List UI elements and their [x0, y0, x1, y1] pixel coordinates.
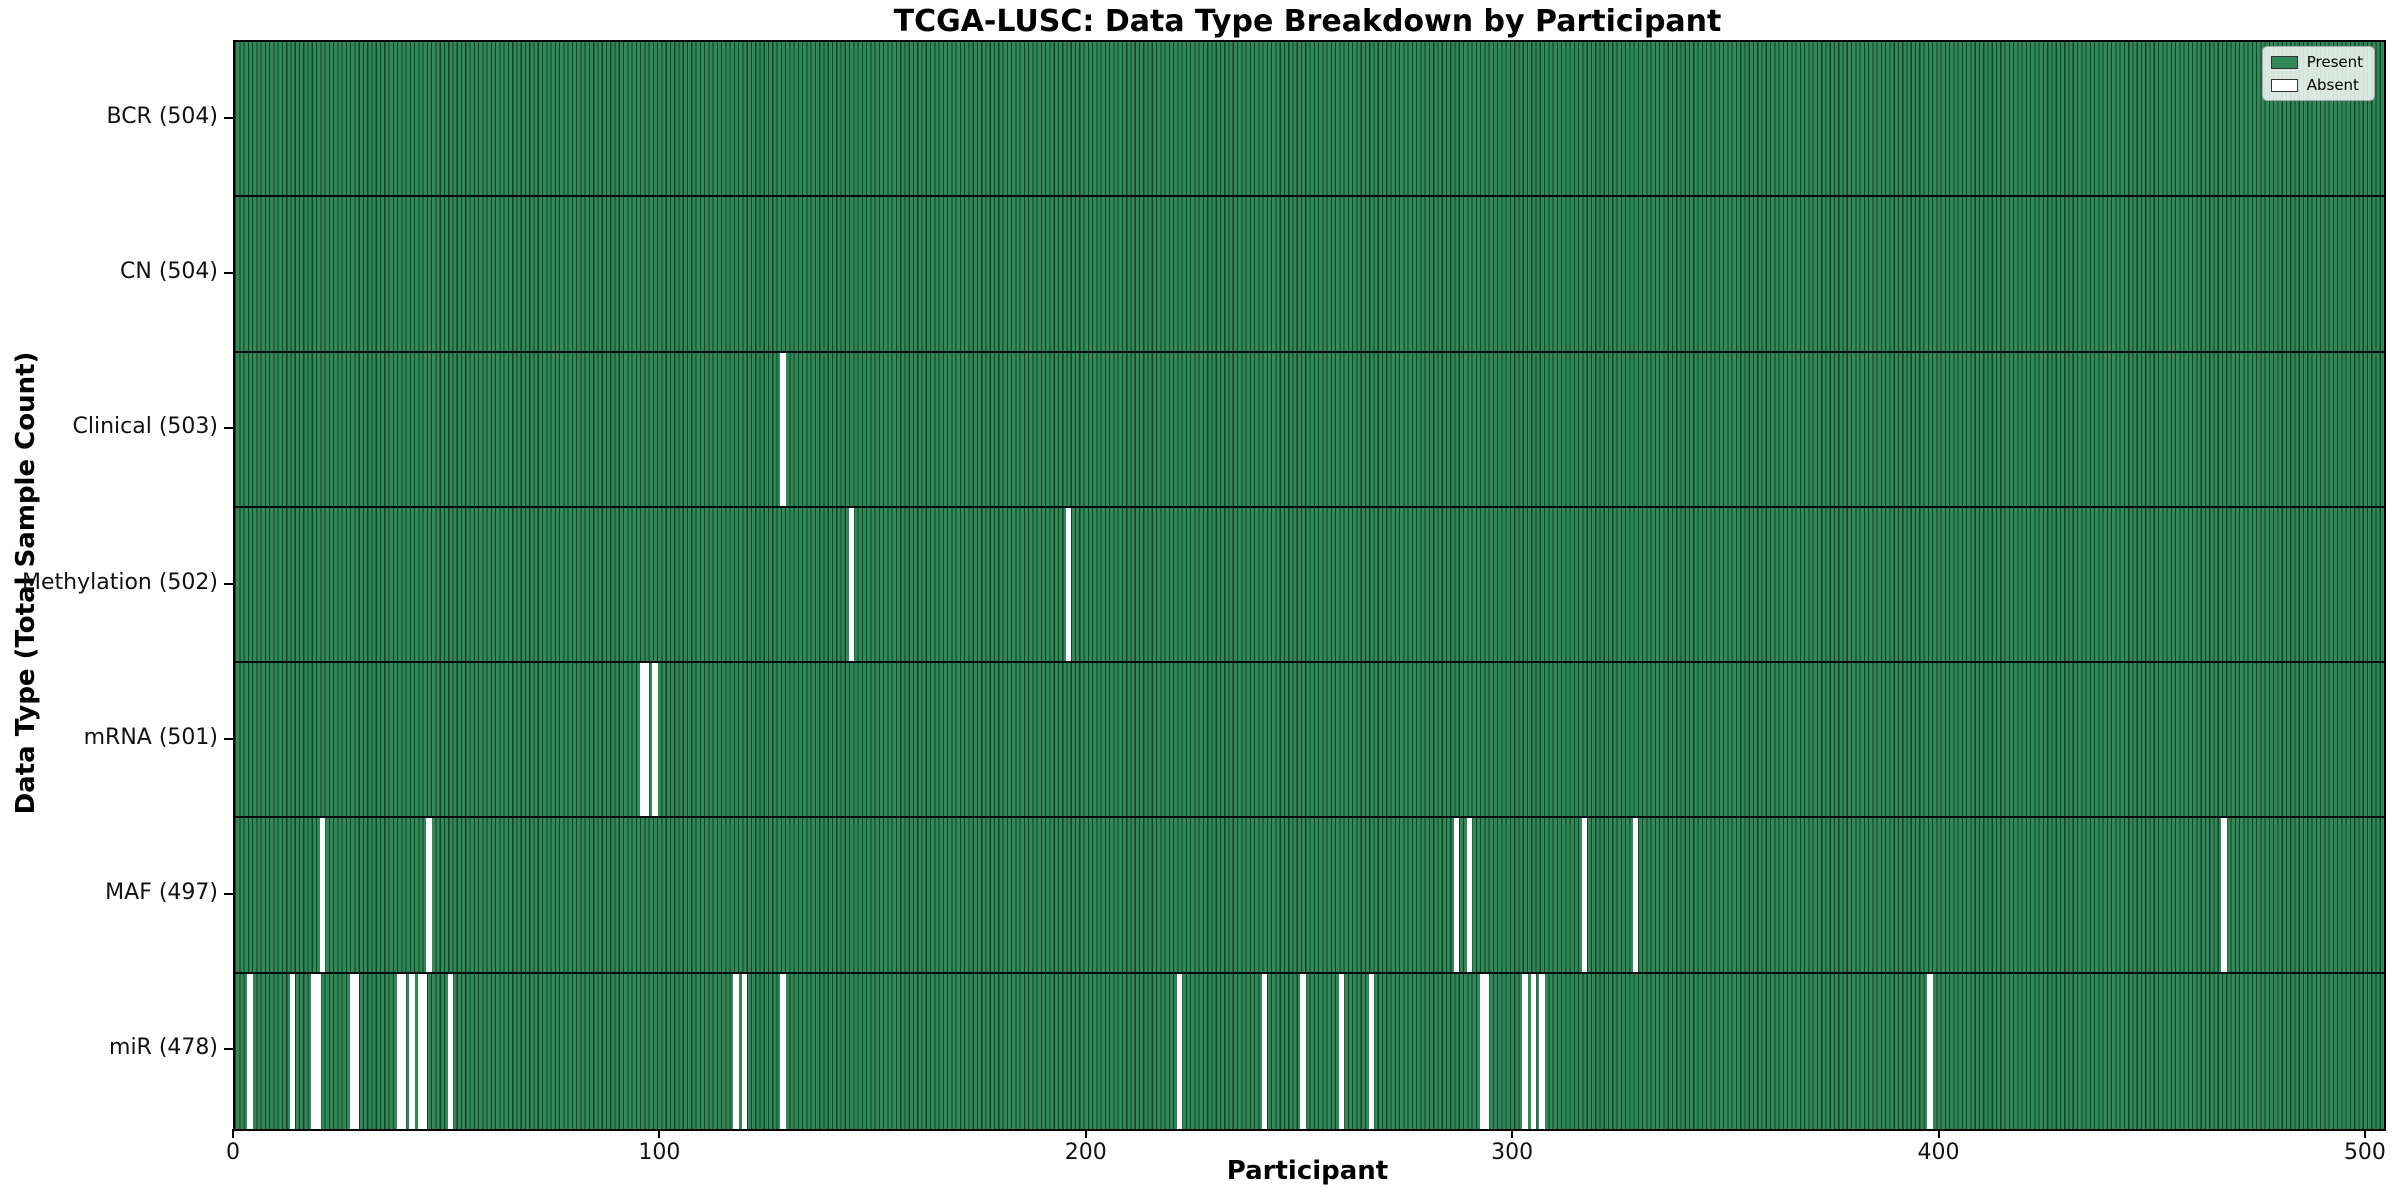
x-tick-label: 300: [1491, 1140, 1534, 1165]
absent-gap: [1466, 818, 1473, 974]
absent-gap: [289, 973, 296, 1129]
y-tick-label-CN: CN (504): [120, 258, 218, 284]
x-tick: [2363, 1129, 2366, 1138]
legend-item-absent: Absent: [2270, 76, 2363, 94]
x-tick-label: 0: [226, 1140, 240, 1165]
absent-gap: [1483, 973, 1490, 1129]
y-tick-label-mRNA: mRNA (501): [83, 724, 218, 750]
absent-gap: [1176, 973, 1183, 1129]
absent-gap: [1927, 973, 1933, 1129]
absent-gap: [349, 973, 355, 1129]
absent-gap: [1338, 973, 1345, 1129]
absent-gap: [1633, 818, 1639, 974]
x-tick-label: 100: [638, 1140, 681, 1165]
absent-gap: [1581, 818, 1588, 974]
absent-gap: [426, 818, 432, 974]
data-row-CN: [235, 197, 2384, 353]
absent-gap: [1539, 973, 1545, 1129]
absent-gap: [417, 973, 424, 1129]
y-tick: [224, 582, 233, 585]
legend-label-absent: Absent: [2306, 76, 2359, 94]
present-swatch-icon: [2270, 55, 2298, 69]
absent-gap: [447, 973, 454, 1129]
y-tick: [224, 271, 233, 274]
absent-gap: [247, 973, 253, 1129]
row-separator: [235, 971, 2384, 974]
absent-gap: [422, 973, 428, 1129]
y-tick-label-miR: miR (478): [109, 1035, 218, 1061]
row-separator: [235, 816, 2384, 819]
data-row-Clinical: [235, 352, 2384, 508]
data-row-mRNA: [235, 663, 2384, 819]
plot-area: [233, 40, 2386, 1131]
y-tick: [224, 116, 233, 119]
absent-gap: [409, 973, 415, 1129]
absent-gap: [733, 973, 739, 1129]
absent-gap: [1300, 973, 1306, 1129]
absent-gap: [1453, 818, 1460, 974]
absent-gap: [311, 973, 317, 1129]
absent-gap: [639, 663, 645, 819]
absent-gap: [319, 818, 326, 974]
y-tick-label-Methylation: Methylation (502): [22, 569, 218, 595]
absent-gap: [1368, 973, 1375, 1129]
absent-gap: [2221, 818, 2227, 974]
y-tick-label-BCR: BCR (504): [106, 103, 218, 129]
absent-gap: [315, 973, 321, 1129]
absent-gap: [741, 973, 748, 1129]
absent-gap: [1479, 973, 1485, 1129]
absent-gap: [780, 973, 786, 1129]
row-separator: [235, 350, 2384, 353]
row-separator: [235, 661, 2384, 664]
x-axis-title: Participant: [1226, 1156, 1389, 1186]
absent-gap: [1522, 973, 1528, 1129]
absent-swatch-icon: [2270, 78, 2298, 92]
y-tick: [224, 427, 233, 430]
x-tick: [658, 1129, 661, 1138]
absent-gap: [1530, 973, 1537, 1129]
data-row-miR: [235, 973, 2384, 1129]
row-separator: [235, 505, 2384, 508]
absent-gap: [643, 663, 650, 819]
x-tick-label: 500: [2343, 1140, 2386, 1165]
x-tick: [1084, 1129, 1087, 1138]
legend: Present Absent: [2261, 46, 2375, 101]
data-row-Methylation: [235, 507, 2384, 664]
x-tick-label: 200: [1064, 1140, 1107, 1165]
absent-gap: [848, 507, 854, 664]
legend-label-present: Present: [2306, 53, 2363, 71]
y-tick-label-MAF: MAF (497): [105, 880, 218, 906]
absent-gap: [1262, 973, 1268, 1129]
y-tick-label-Clinical: Clinical (503): [72, 414, 218, 440]
absent-gap: [396, 973, 402, 1129]
legend-item-present: Present: [2270, 53, 2363, 71]
absent-gap: [780, 352, 786, 508]
absent-gap: [353, 973, 360, 1129]
data-row-MAF: [235, 818, 2384, 974]
absent-gap: [652, 663, 658, 819]
x-tick: [1937, 1129, 1940, 1138]
x-tick: [232, 1129, 234, 1138]
row-separator: [235, 195, 2384, 198]
x-tick-label: 400: [1917, 1140, 1960, 1165]
y-tick: [224, 737, 233, 740]
x-tick: [1511, 1129, 1514, 1138]
data-row-BCR: [235, 42, 2384, 198]
y-tick: [224, 1048, 233, 1051]
absent-gap: [1065, 507, 1072, 664]
y-tick: [224, 893, 233, 896]
chart-title: TCGA-LUSC: Data Type Breakdown by Partic…: [893, 4, 1722, 39]
absent-gap: [400, 973, 407, 1129]
